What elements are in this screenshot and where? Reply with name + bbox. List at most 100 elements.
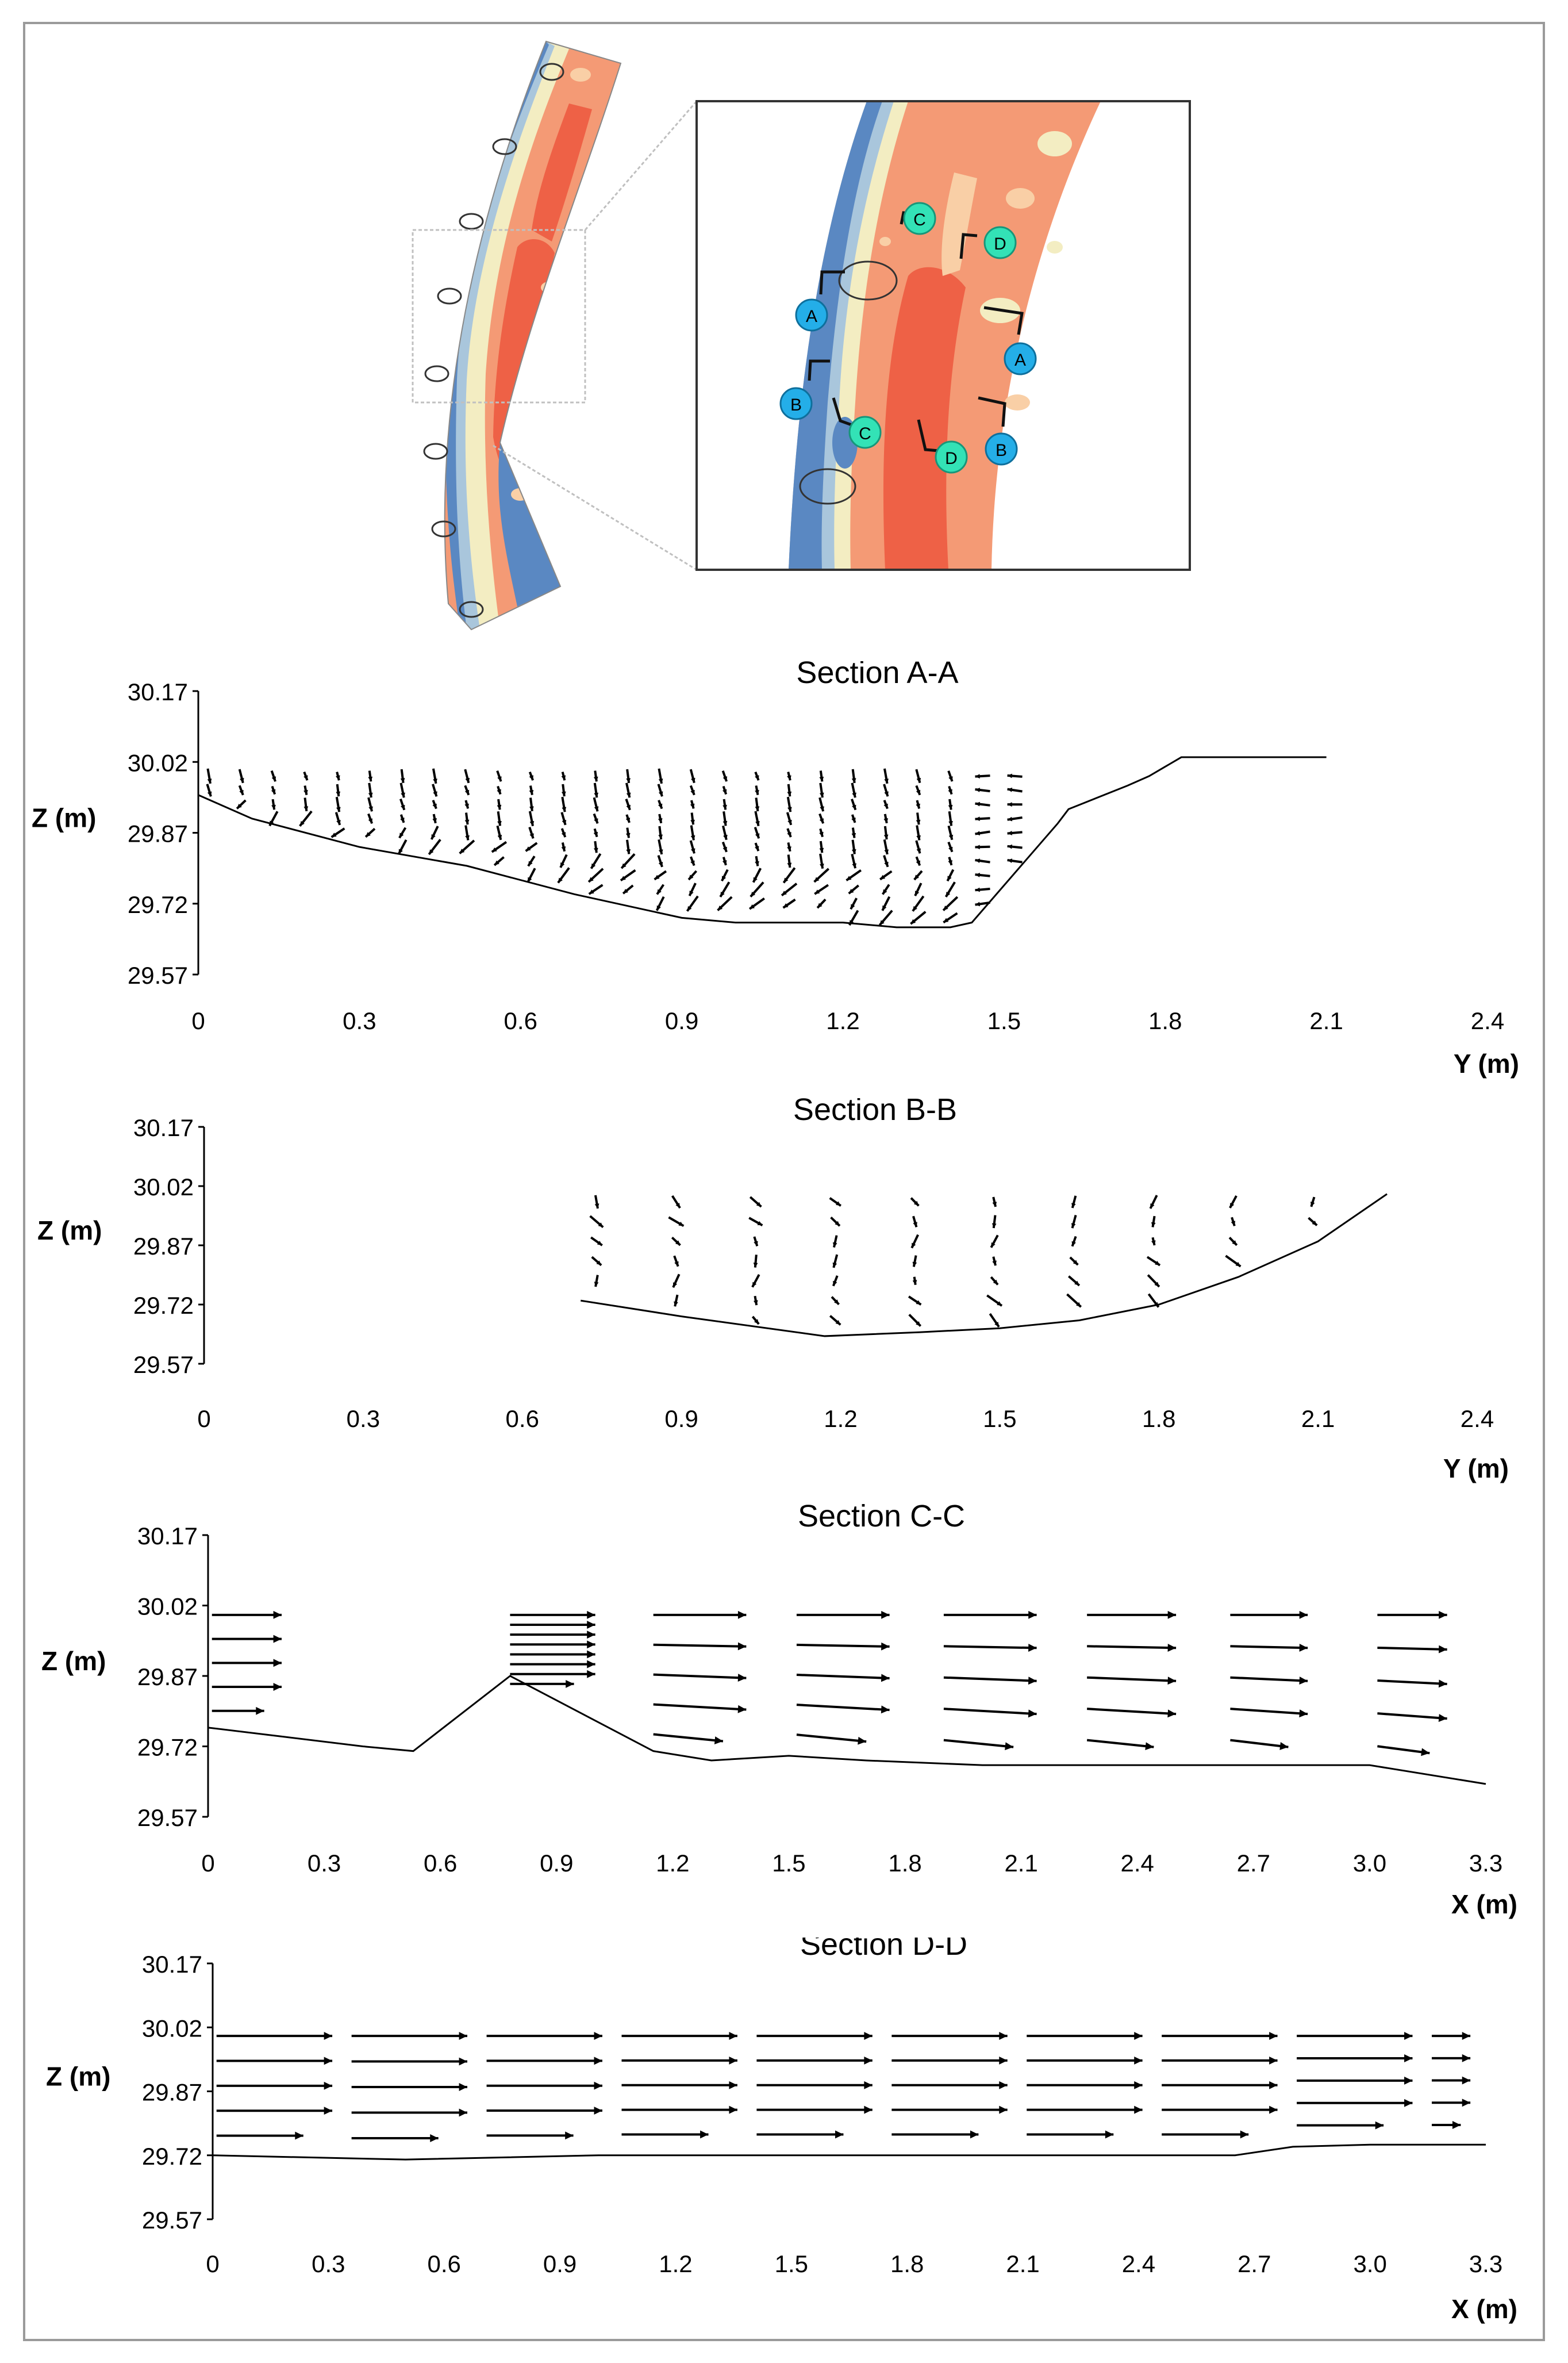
vector-arrowhead	[1231, 1221, 1236, 1226]
vector-arrowhead	[398, 849, 403, 854]
x-tick-label: 2.4	[1461, 1405, 1494, 1432]
vector-arrowhead	[948, 820, 953, 826]
vector-arrowhead	[464, 819, 470, 825]
vector-arrowhead	[691, 848, 695, 854]
marker-d-top: D	[983, 226, 1017, 259]
vector-field	[206, 768, 1023, 926]
vector-arrowhead	[429, 849, 434, 855]
vector-arrowhead	[587, 1631, 595, 1639]
vector-field	[589, 1195, 1318, 1328]
vector-arrowhead	[273, 1683, 282, 1691]
x-tick-label: 0.6	[506, 1405, 539, 1432]
vector-arrowhead	[1439, 1610, 1447, 1619]
vector-arrowhead	[737, 1674, 747, 1682]
vector-arrowhead	[787, 832, 791, 838]
vector-arrowhead	[1240, 2130, 1249, 2139]
zoom-box	[412, 229, 586, 404]
vector-arrowhead	[401, 792, 405, 798]
marker-c-top: C	[903, 202, 936, 235]
y-tick-label: 30.02	[128, 749, 188, 776]
vector-arrowhead	[1269, 2056, 1278, 2065]
section-chart-c: Section C-C 30.17 30.02 29.87 29.72 29.57 Z (m…	[0, 1501, 1568, 1926]
vector-arrowhead	[1150, 1203, 1155, 1209]
marker-d-bottom: D	[935, 440, 968, 474]
svg-text:A: A	[1014, 351, 1026, 370]
y-tick-label: 29.57	[133, 1351, 194, 1378]
vector-arrowhead	[459, 2032, 467, 2040]
vector-arrowhead	[755, 820, 760, 826]
vector-arrowhead	[883, 834, 889, 840]
vector-arrowhead	[1154, 1282, 1159, 1287]
vector-arrowhead	[465, 835, 470, 841]
vector-arrowhead	[882, 889, 887, 895]
x-tick-label: 0	[191, 1007, 205, 1034]
zoom-connector-bottom	[493, 444, 697, 571]
vector-arrowhead	[852, 863, 857, 869]
vector-arrowhead	[303, 789, 308, 795]
vector-arrowhead	[566, 1679, 574, 1688]
vector-arrowhead	[882, 905, 887, 911]
bed-profile	[198, 756, 1327, 929]
x-tick-label: 1.8	[1142, 1405, 1175, 1432]
svg-text:A: A	[806, 307, 817, 326]
y-tick-label: 29.72	[137, 1734, 198, 1761]
vector-arrowhead	[819, 831, 824, 837]
vector-arrowhead	[737, 1610, 747, 1619]
vector-arrowhead	[1071, 1223, 1076, 1229]
vector-arrowhead	[626, 778, 631, 783]
vector-arrowhead	[1167, 1677, 1177, 1685]
vector-arrowhead	[722, 846, 727, 852]
vector-arrowhead	[658, 834, 663, 839]
vector-arrowhead	[529, 789, 534, 795]
vector-arrowhead	[368, 792, 373, 798]
vector-arrowhead	[819, 792, 824, 798]
vector-arrowhead	[819, 776, 824, 782]
vector-arrow	[943, 1708, 1037, 1716]
y-tick-label: 29.72	[142, 2143, 202, 2170]
vector-arrowhead	[881, 1705, 890, 1714]
bend-overview	[444, 41, 621, 630]
vector-arrowhead	[368, 776, 373, 782]
vector-arrowhead	[729, 2032, 737, 2040]
vector-arrowhead	[593, 776, 598, 782]
marker-a-left: A	[795, 298, 828, 332]
y-tick-label: 29.72	[133, 1292, 194, 1319]
vector-arrowhead	[722, 860, 727, 865]
vector-arrowhead	[240, 777, 244, 783]
vector-arrowhead	[834, 1299, 839, 1305]
vector-arrowhead	[754, 1241, 758, 1246]
vector-arrowhead	[560, 862, 565, 868]
vector-arrowhead	[271, 804, 276, 810]
vector-arrowhead	[975, 873, 980, 877]
section-chart-b: Section B-B 30.17 30.02 29.87 29.72 29.57 Z (m…	[0, 1098, 1568, 1501]
x-tick-label: 3.3	[1469, 2250, 1502, 2277]
vector-arrowhead	[594, 2081, 602, 2090]
vector-arrowhead	[851, 833, 856, 838]
vector-arrowhead	[752, 1282, 757, 1287]
vector-arrowhead	[491, 847, 497, 852]
vector-arrowhead	[621, 863, 627, 869]
x-tick-label: 2.1	[1309, 1007, 1343, 1034]
vector-arrowhead	[851, 904, 855, 910]
y-axis-label: Z (m)	[37, 1215, 102, 1245]
vector-arrowhead	[432, 818, 437, 823]
vector-arrowhead	[1134, 2032, 1143, 2040]
vector-arrowhead	[674, 1301, 678, 1307]
vector-arrowhead	[997, 1301, 1002, 1306]
vector-arrowhead	[1235, 1261, 1241, 1267]
vector-arrowhead	[755, 775, 759, 781]
x-tick-label: 1.8	[1148, 1007, 1182, 1034]
vector-arrowhead	[400, 817, 405, 823]
vector-arrow	[796, 1674, 890, 1680]
vector-arrowhead	[658, 778, 663, 784]
vector-arrowhead	[913, 906, 917, 911]
inset-ellipse-lower	[799, 468, 856, 505]
vector-arrowhead	[858, 1736, 867, 1745]
vector-arrowhead	[562, 819, 567, 825]
vector-arrowhead	[1007, 773, 1012, 778]
vector-arrowhead	[916, 1321, 921, 1326]
vector-arrowhead	[561, 832, 566, 838]
vector-arrow	[1230, 1676, 1308, 1682]
vector-arrowhead	[884, 791, 889, 797]
vector-arrowhead	[912, 1280, 917, 1285]
